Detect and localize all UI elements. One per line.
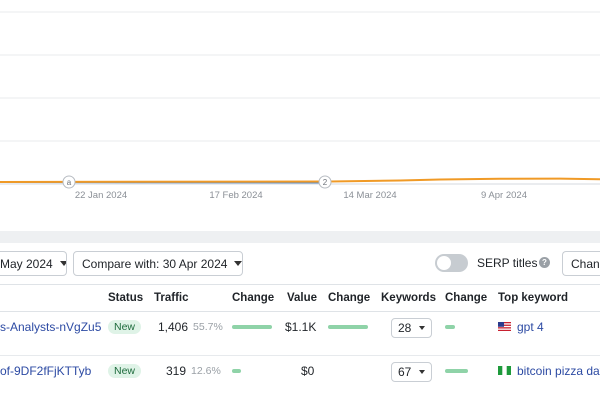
traffic-value: 319 [166,364,187,378]
traffic-cell: 319 12.6% [166,357,221,385]
table-border [0,284,600,285]
header-status[interactable]: Status [108,292,144,304]
value-change-bar [328,325,368,329]
keywords-change-bar [445,369,468,373]
row-divider [0,355,600,356]
traffic-share: 55.7% [193,321,223,333]
keywords-dropdown[interactable]: 67 [391,362,432,382]
compare-select-label: Compare with: 30 Apr 2024 [82,256,228,271]
status-badge: New [108,320,142,334]
serp-titles-toggle[interactable] [435,254,468,272]
traffic-change-bar [232,325,272,329]
table-header-border [0,311,600,312]
traffic-cell: 1,406 55.7% [158,313,223,341]
date-select[interactable]: May 2024 [0,251,67,276]
traffic-value: 1,406 [158,320,189,334]
table-row: s-Analysts-nVgZu5 New 1,406 55.7% $1.1K … [0,313,600,349]
chart-annotation-label: a [67,178,72,187]
section-divider [0,231,600,243]
traffic-share: 12.6% [191,365,221,377]
top-keyword-link[interactable]: gpt 4 [517,320,544,334]
x-tick-label: 14 Mar 2024 [343,190,396,201]
chevron-down-icon [419,370,426,374]
chart-annotation-label: 2 [323,178,328,187]
serp-titles-label: SERP titles [477,256,538,270]
x-tick-label: 22 Jan 2024 [75,190,127,201]
date-select-label: May 2024 [0,256,53,271]
traffic-change-bar [232,369,241,373]
page-url-link[interactable]: of-9DF2fFjKTTyb [0,364,92,378]
top-keyword-link[interactable]: bitcoin pizza day [517,364,600,378]
header-traffic-change[interactable]: Change [232,292,275,304]
change-select[interactable]: Change [562,251,600,276]
value-cell: $1.1K [285,320,317,334]
help-icon[interactable]: ? [539,257,550,268]
header-value-change[interactable]: Change [328,292,371,304]
keywords-change-bar [445,325,455,329]
chart-series-line [0,177,600,183]
table-row: of-9DF2fFjKTTyb New 319 12.6% $0 67 bitc… [0,357,600,393]
keywords-count: 67 [398,365,412,379]
header-traffic[interactable]: Traffic [154,292,189,304]
header-keywords-change[interactable]: Change [445,292,488,304]
x-tick-label: 9 Apr 2024 [481,190,527,201]
header-keywords[interactable]: Keywords [381,292,436,304]
chart-annotation-marker[interactable]: 2 [318,175,332,189]
traffic-chart: a 2 22 Jan 2024 17 Feb 2024 14 Mar 2024 9 Ap… [0,11,600,201]
header-top-keyword[interactable]: Top keyword [498,292,569,304]
chart-annotation-marker[interactable]: a [62,175,76,189]
ng-flag-icon [498,366,511,375]
x-tick-label: 17 Feb 2024 [209,190,262,201]
status-cell: New [108,357,142,385]
us-flag-icon [498,322,511,331]
toggle-knob [437,256,451,270]
compare-select[interactable]: Compare with: 30 Apr 2024 [73,251,243,276]
change-select-label: Change [571,256,600,271]
status-cell: New [108,313,142,341]
chevron-down-icon [419,326,426,330]
chevron-down-icon [59,261,66,266]
header-value[interactable]: Value [287,292,318,304]
chevron-down-icon [234,261,242,266]
table-controls: May 2024 Compare with: 30 Apr 2024 SERP … [0,251,600,277]
status-badge: New [108,364,142,378]
value-cell: $0 [301,364,315,378]
keywords-count: 28 [398,321,412,335]
keywords-dropdown[interactable]: 28 [391,318,432,338]
chart-canvas: a 2 22 Jan 2024 17 Feb 2024 14 Mar 2024 9 Ap… [0,11,600,201]
page-url-link[interactable]: s-Analysts-nVgZu5 [0,320,102,334]
